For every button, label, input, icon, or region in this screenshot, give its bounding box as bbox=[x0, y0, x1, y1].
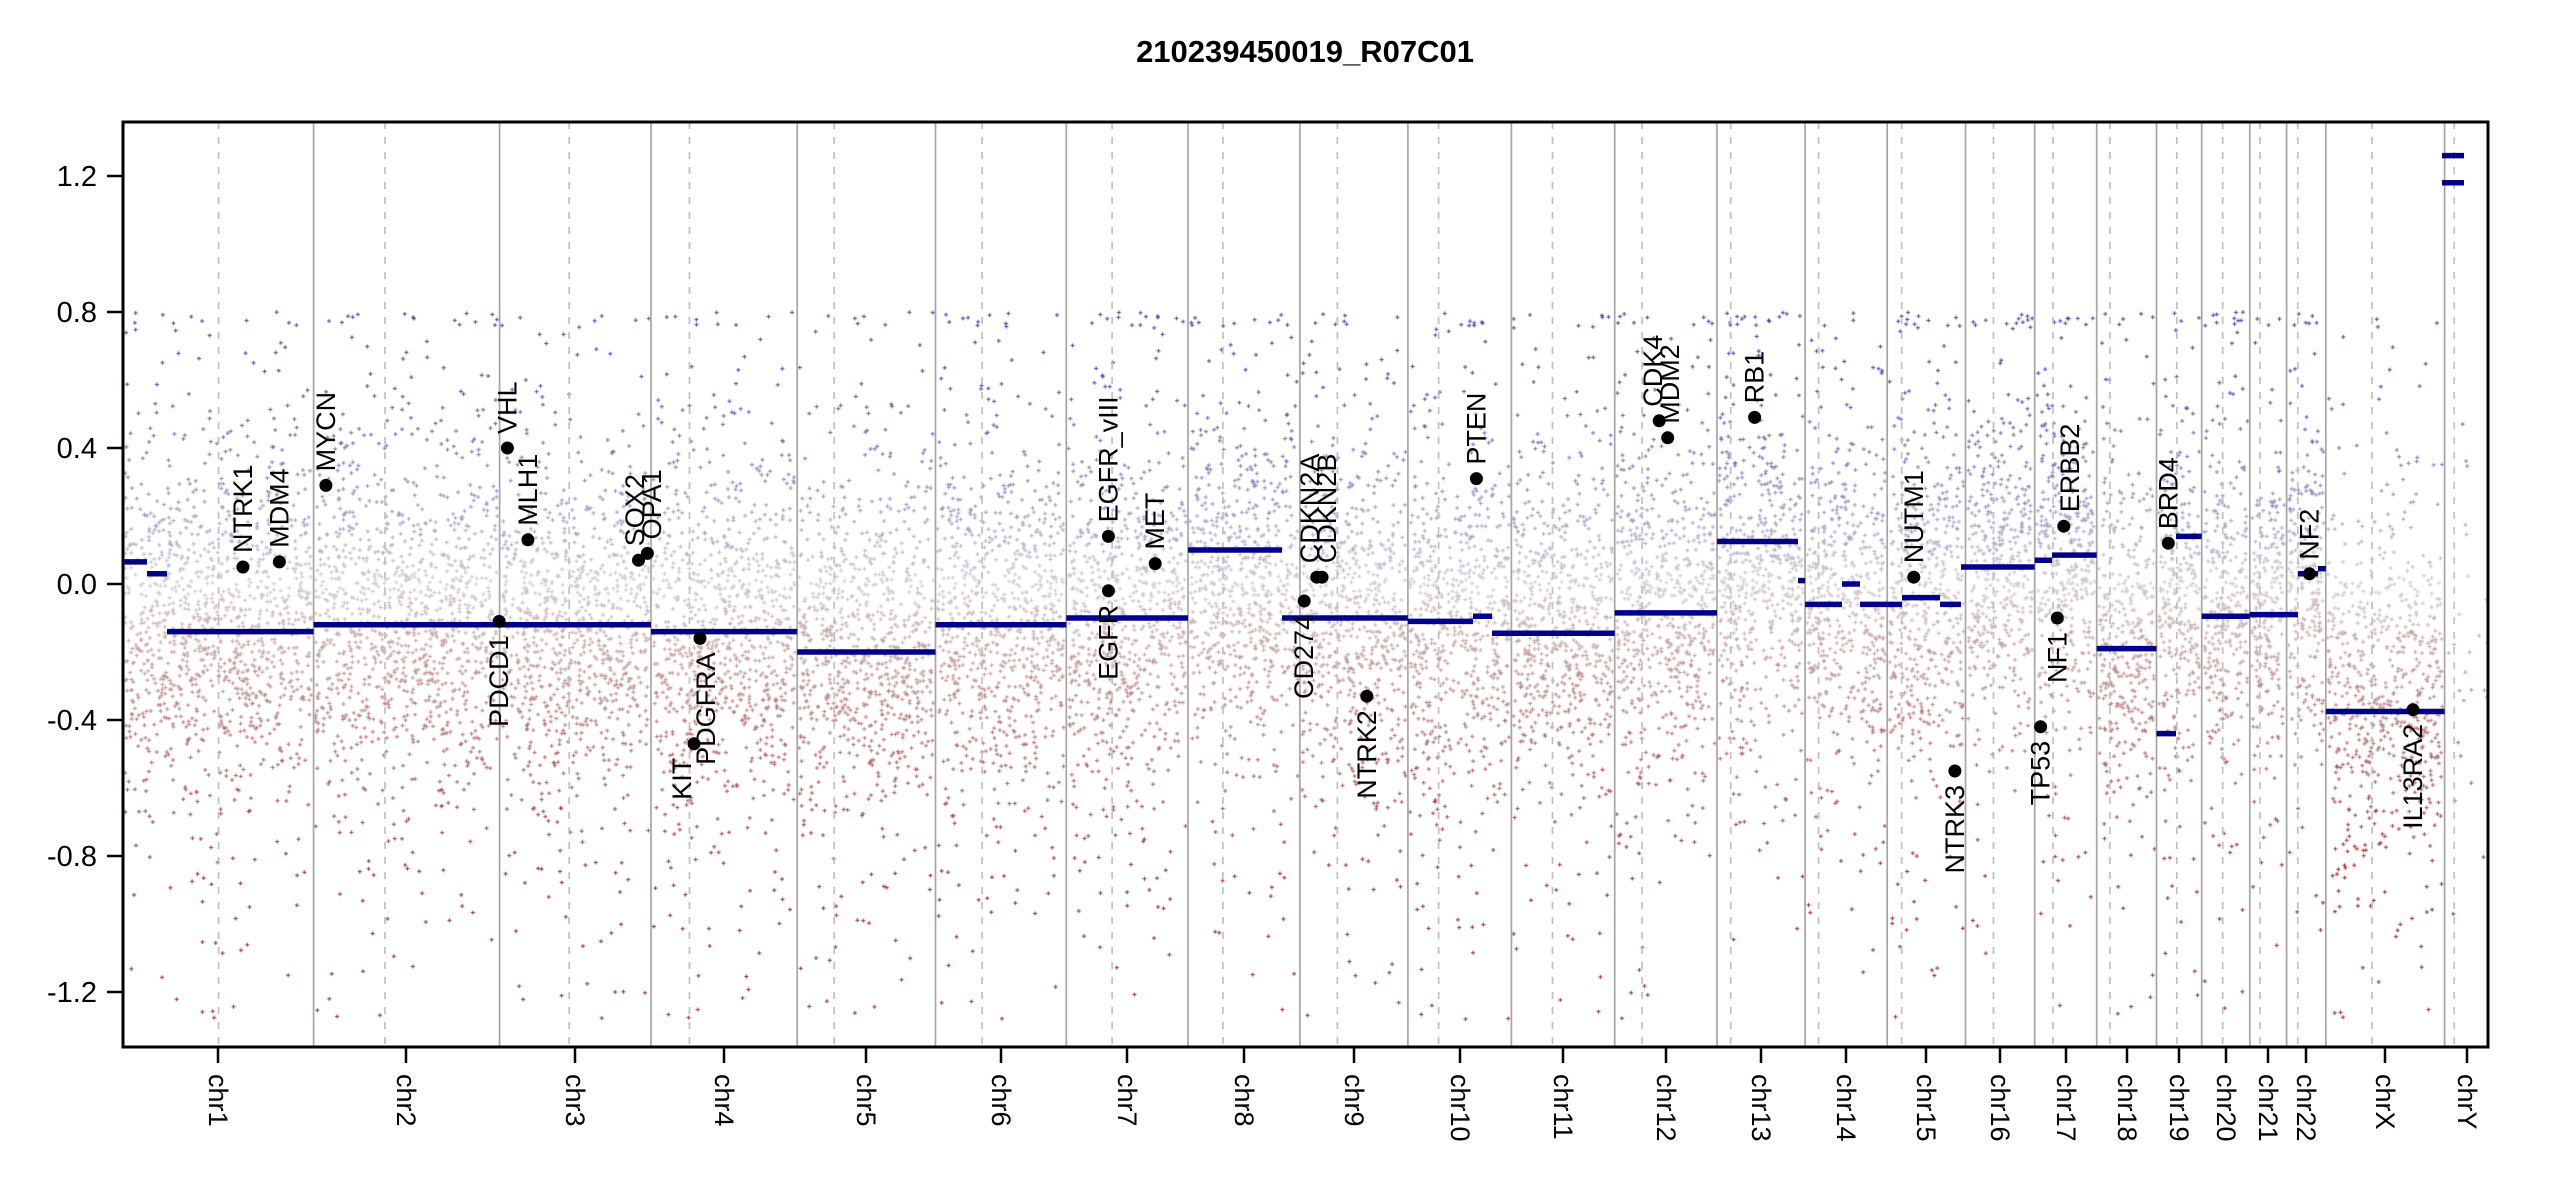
y-axis-label: -1.2 bbox=[47, 977, 97, 1009]
gene-label: MDM2 bbox=[1655, 344, 1685, 424]
gene-marker-dot bbox=[2034, 720, 2048, 734]
x-axis-label: chr11 bbox=[1548, 1074, 1578, 1140]
gene-label: PDCD1 bbox=[484, 635, 514, 727]
gene-label: VHL bbox=[492, 381, 522, 434]
gene-marker-dot bbox=[1101, 529, 1115, 543]
gene-label: MET bbox=[1140, 493, 1170, 550]
gene-label: MLH1 bbox=[513, 454, 543, 526]
x-axis-label: chr5 bbox=[851, 1074, 881, 1127]
gene-marker-dot bbox=[1948, 764, 1962, 778]
gene-marker-dot bbox=[640, 546, 654, 560]
x-axis-label: chr21 bbox=[2253, 1074, 2283, 1142]
x-axis-label: chr7 bbox=[1112, 1074, 1142, 1127]
gene-marker-dot bbox=[1101, 584, 1115, 598]
x-axis-label: chr18 bbox=[2112, 1074, 2142, 1142]
gene-marker-dot bbox=[1315, 570, 1329, 584]
x-axis-label: chr17 bbox=[2051, 1074, 2081, 1142]
gene-marker-dot bbox=[1907, 570, 1921, 584]
gene-label: CD274 bbox=[1289, 615, 1319, 699]
x-axis-label: chr3 bbox=[560, 1074, 590, 1127]
x-axis-label: chr8 bbox=[1229, 1074, 1259, 1127]
gene-marker-dot bbox=[1661, 431, 1675, 445]
axes: 1.2 0.8 0.4 0.0 -0.4 -0.8 -1.2 chr1 chr2 chr3 chr4… bbox=[47, 120, 2490, 1142]
gene-marker-dot bbox=[1469, 472, 1483, 486]
gene-label: PTEN bbox=[1461, 393, 1491, 465]
x-axis-label: chr4 bbox=[709, 1074, 739, 1127]
gene-marker-dot bbox=[2161, 536, 2175, 550]
x-axis-label: chr19 bbox=[2164, 1074, 2194, 1142]
gene-marker-dot bbox=[2303, 567, 2316, 581]
gene-marker-dot bbox=[236, 560, 250, 574]
x-axis-label: chr20 bbox=[2211, 1074, 2241, 1142]
x-axis-label: chr22 bbox=[2291, 1074, 2321, 1142]
gene-label: IL13RA2 bbox=[2398, 724, 2428, 829]
x-axis-label: chr12 bbox=[1651, 1074, 1681, 1142]
gene-label: CDKN2B bbox=[1312, 454, 1342, 564]
gene-label: KIT bbox=[667, 758, 697, 800]
gene-label: MDM4 bbox=[264, 468, 294, 548]
y-axis-label: 0.0 bbox=[57, 569, 97, 601]
x-axis-label: chr2 bbox=[391, 1074, 421, 1127]
gene-marker-dot bbox=[687, 737, 701, 751]
gene-label: CDKN2A bbox=[1295, 454, 1325, 564]
x-axis-label: chr15 bbox=[1911, 1074, 1941, 1142]
x-axis-label: chrY bbox=[2452, 1074, 2482, 1130]
x-axis-label: chr1 bbox=[203, 1074, 233, 1127]
gene-marker-dot bbox=[500, 441, 514, 455]
gene-marker-dot bbox=[1652, 414, 1666, 428]
gene-label: EGFR bbox=[1093, 605, 1123, 680]
gene-label: PDGFRA bbox=[691, 652, 721, 765]
gene-label: NF2 bbox=[2295, 509, 2325, 560]
gene-label: RB1 bbox=[1740, 351, 1770, 404]
x-axis-label: chr6 bbox=[986, 1074, 1016, 1127]
gene-marker-dot bbox=[632, 553, 645, 567]
gene-marker-dot bbox=[319, 478, 333, 492]
gene-marker-dot bbox=[2050, 611, 2064, 625]
gene-label: NTRK3 bbox=[1940, 785, 1970, 874]
gene-label: EGFR_vIII bbox=[1093, 396, 1123, 522]
gene-marker-dot bbox=[2406, 703, 2420, 717]
gene-label: NTRK1 bbox=[228, 464, 258, 553]
gene-label: NUTM1 bbox=[1899, 470, 1929, 563]
gene-marker-dot bbox=[1297, 594, 1311, 608]
gene-label: NTRK2 bbox=[1352, 710, 1382, 799]
y-axis-label: 1.2 bbox=[57, 161, 97, 193]
y-axis-label: -0.4 bbox=[47, 705, 97, 737]
chromosome-grid bbox=[217, 122, 2456, 1047]
x-axis-label: chr10 bbox=[1445, 1074, 1475, 1142]
gene-label: MYCN bbox=[311, 392, 341, 472]
y-axis-label: 0.4 bbox=[57, 433, 97, 465]
gene-marker-dot bbox=[521, 533, 535, 547]
gene-marker-dot bbox=[1748, 410, 1762, 424]
gene-marker-dot bbox=[1360, 689, 1374, 703]
x-axis-label: chr16 bbox=[1985, 1074, 2015, 1142]
x-axis-label: chr13 bbox=[1746, 1074, 1776, 1142]
gene-label: OPA1 bbox=[637, 469, 667, 539]
gene-marker-dot bbox=[1148, 557, 1162, 571]
gene-marker-dot bbox=[693, 631, 707, 645]
x-axis-label: chr14 bbox=[1831, 1074, 1861, 1142]
x-axis-label: chrX bbox=[2370, 1074, 2400, 1130]
y-axis-label: 0.8 bbox=[57, 297, 97, 329]
gene-label: SOX2 bbox=[620, 474, 650, 546]
gene-label: TP53 bbox=[2026, 741, 2056, 806]
gene-label: BRD4 bbox=[2153, 457, 2183, 529]
gene-marker-dot bbox=[272, 555, 286, 569]
y-axis-label: -0.8 bbox=[47, 841, 97, 873]
plot-border bbox=[121, 120, 2490, 1049]
gene-marker-dot bbox=[492, 614, 506, 628]
gene-marker-dot bbox=[2057, 519, 2071, 533]
cnv-segments bbox=[123, 152, 2464, 737]
x-axis-label: chr9 bbox=[1339, 1074, 1369, 1127]
gene-label: CDK4 bbox=[1638, 335, 1668, 407]
gene-label: NF1 bbox=[2042, 632, 2072, 683]
gene-label: ERBB2 bbox=[2055, 424, 2085, 513]
